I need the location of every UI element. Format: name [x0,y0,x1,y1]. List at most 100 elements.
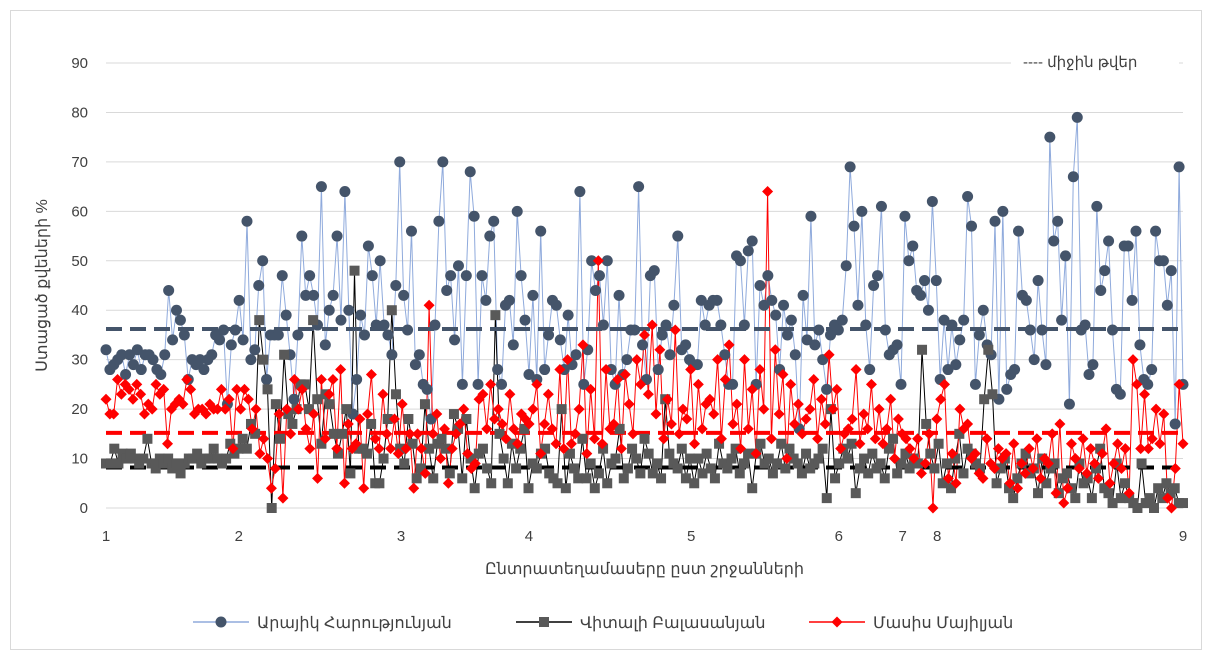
data-point [374,478,385,489]
data-point [766,294,778,306]
data-point [664,448,675,459]
data-point [1062,468,1073,479]
data-point [552,478,563,489]
data-point [819,418,831,430]
legend-label: Մասիս Մայիլյան [873,615,1013,632]
data-point [258,433,270,445]
data-point [1033,488,1044,499]
data-point [942,472,954,484]
data-point [502,478,513,489]
data-point [610,453,621,464]
data-point [481,423,493,435]
data-point [245,354,257,366]
data-point [1122,240,1134,252]
data-point [915,289,927,301]
data-point [1103,235,1115,247]
y-tick-label: 30 [71,352,88,369]
data-point [789,349,801,361]
data-point [614,423,625,434]
data-point [685,453,696,464]
data-point [767,468,778,479]
data-point [656,329,668,341]
data-point [241,443,252,454]
data-point [809,339,821,351]
data-point [627,443,638,454]
data-point [1099,265,1111,277]
data-point [946,319,958,331]
data-point [200,408,212,420]
chart-frame: 0 10 20 30 40 50 60 70 80 90 1 2 3 4 5 6 7 8 9 Ստացած քվե… [10,10,1202,650]
data-point [127,359,139,371]
data-point [954,403,966,415]
chart-svg: 0 10 20 30 40 50 60 70 80 90 1 2 3 4 5 6 7 8 9 Ստացած քվե… [34,47,1189,632]
data-point [477,443,488,454]
data-point [881,423,893,435]
data-point [796,428,808,440]
data-point [797,289,809,301]
data-point [245,418,256,429]
data-point [593,270,605,282]
data-point [1103,488,1114,499]
data-point [337,428,348,439]
data-point [315,373,327,385]
data-point [1065,438,1077,450]
data-point [390,280,402,291]
data-point [862,423,874,435]
data-point [647,468,658,479]
data-point [574,186,586,198]
data-point [842,453,853,464]
data-point [719,349,731,361]
data-point [150,463,161,474]
data-point [448,409,459,420]
data-point [1082,473,1093,484]
data-point [386,305,397,316]
data-point [926,195,938,207]
data-point [323,388,335,400]
data-point [538,418,550,430]
data-point [912,433,924,445]
data-point [987,389,998,400]
data-point [167,334,179,346]
data-point [915,467,927,479]
series-markers-0 [100,111,1189,435]
data-point [669,324,681,336]
y-tick-label: 80 [71,104,88,121]
data-point [1177,438,1189,450]
data-point [1173,378,1185,390]
data-point [304,443,316,455]
data-point [262,453,274,465]
data-point [875,200,887,212]
data-point [250,428,261,439]
data-point [540,443,551,454]
data-point [895,378,907,390]
data-point [506,438,517,449]
data-point [469,458,481,469]
data-point [762,270,774,282]
data-point [235,403,247,415]
data-point [739,354,751,366]
data-point [257,255,269,267]
data-point [919,275,931,287]
data-point [461,414,472,424]
data-point [1120,478,1131,489]
data-point [734,255,746,267]
legend-swatch-marker [215,616,227,628]
data-point [981,433,993,445]
data-point [1086,493,1097,504]
data-point [958,314,970,326]
data-point [515,270,527,282]
data-point [597,319,609,331]
legend-swatch-marker [539,617,549,627]
data-point [1131,378,1143,390]
y-tick-labels: 0 10 20 30 40 50 60 70 80 90 [71,55,88,517]
data-point [1004,477,1016,489]
data-point [488,215,500,227]
data-point [1107,498,1118,509]
x-tick-label: 2 [235,528,243,545]
data-point [374,255,386,267]
data-point [850,364,862,376]
data-point [1054,418,1066,430]
data-point [1161,299,1173,311]
data-point [436,433,447,444]
data-point [637,339,649,351]
